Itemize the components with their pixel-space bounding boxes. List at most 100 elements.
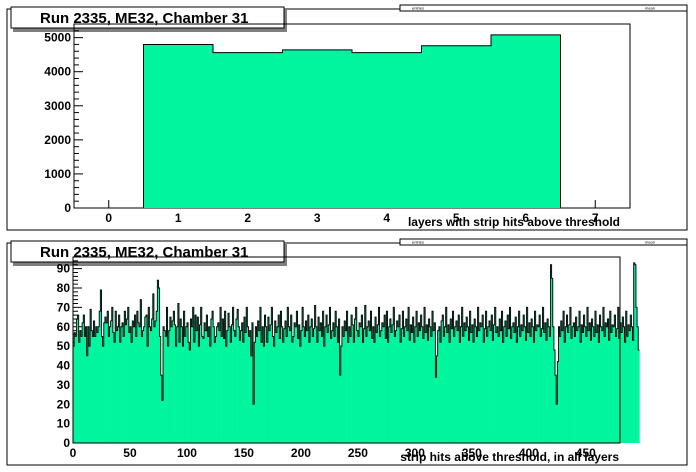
panel-2-bar — [410, 324, 412, 443]
panel-2-bar — [499, 319, 501, 443]
panel-2-bar — [153, 326, 156, 443]
panel-2-bar — [570, 338, 573, 443]
panel-2-bar — [226, 330, 229, 443]
panel-2-bar — [417, 336, 419, 443]
panel-2-bar — [580, 342, 582, 443]
panel-2-bar — [111, 307, 114, 443]
panel-2-bar — [200, 307, 203, 443]
panel-2-bar — [598, 342, 600, 443]
panel-2-bar — [337, 342, 339, 443]
panel-2-bar — [83, 315, 85, 443]
panel-2-bar — [509, 307, 511, 443]
panel-2-bar — [115, 311, 117, 443]
panel-2-bar — [338, 319, 340, 443]
panel-2-bar — [259, 307, 262, 443]
panel-2-bar — [380, 330, 383, 443]
panel-2-bar — [502, 342, 505, 443]
panel-2-bar — [492, 340, 494, 443]
panel-2-bar — [389, 319, 392, 443]
panel-2-y-tick-label: 0 — [63, 436, 70, 450]
panel-2-bar — [429, 326, 432, 443]
panel-2-bar — [279, 338, 281, 443]
panel-2-bar — [425, 332, 427, 443]
panel-2-bar — [605, 322, 607, 443]
panel-2-y-tick-label: 10 — [57, 417, 71, 431]
panel-2-plot-area: 0 10 20 30 40 50 60 70 80 90 0 50 100 150 200 250 300 350… — [57, 256, 640, 460]
panel-2-bar — [193, 342, 196, 443]
panel-2-bar — [426, 324, 428, 443]
panel-2-bar — [559, 336, 562, 443]
panel-2-bar — [475, 326, 477, 443]
panel-2-bar — [102, 346, 105, 443]
panel-2-bar — [161, 400, 164, 443]
panel-2-bar — [353, 342, 355, 443]
panel-2-bar — [355, 307, 358, 443]
panel-2-bar — [622, 317, 624, 443]
panel-2-bar — [323, 346, 326, 443]
panel-2-bar — [459, 342, 461, 443]
panel-2-bar — [166, 307, 168, 443]
panel-2-bar — [593, 336, 596, 443]
panel-2-bar — [553, 350, 556, 443]
panel-2-bar — [369, 330, 371, 443]
panel-2-bar — [373, 342, 376, 443]
panel-2-bar — [359, 322, 361, 443]
panel-2-bar — [147, 346, 149, 443]
panel-2-bar — [421, 326, 424, 443]
panel-2-bar — [331, 330, 334, 443]
panel-2-bar — [343, 336, 345, 443]
panel-2-bar — [216, 326, 219, 443]
panel-1-bar — [352, 52, 422, 208]
panel-2-bar — [501, 311, 503, 443]
panel-2-bar — [620, 322, 622, 443]
panel-2-bar — [150, 330, 152, 443]
panel-2-bar — [584, 326, 587, 443]
panel-2-bar — [484, 328, 486, 443]
panel-2-bar — [137, 322, 140, 443]
panel-2-bar — [625, 311, 628, 443]
panel-2-bar — [452, 311, 454, 443]
panel-2-bar — [221, 336, 223, 443]
panel-2-bar — [420, 315, 423, 443]
panel-2-bar — [319, 330, 321, 443]
panel-2-bar — [516, 342, 518, 443]
panel-2-bar — [468, 340, 470, 443]
panel-2-bar — [507, 315, 509, 443]
panel-2-bar — [109, 326, 111, 443]
panel-2-bar — [281, 326, 283, 443]
panel-2-bar — [239, 340, 241, 443]
panel-2-bar — [589, 322, 591, 443]
panel-2-bar — [347, 342, 350, 443]
panel-2-bar — [158, 288, 160, 443]
panel-2-bar — [325, 315, 328, 443]
panel-2-bar — [403, 336, 405, 443]
panel-2-bar — [582, 332, 584, 443]
panel-2-bar — [164, 330, 166, 443]
panel-2-bar — [156, 311, 158, 443]
panel-2-bar — [551, 278, 554, 443]
panel-2-bar — [616, 328, 619, 443]
panel-2-x-tick-label: 150 — [234, 446, 254, 460]
panel-2-bar — [386, 311, 388, 443]
panel-2-bar — [132, 320, 134, 443]
panel-2-bar — [466, 317, 468, 443]
panel-2-bar — [372, 326, 375, 443]
panel-2-bar — [159, 336, 162, 443]
panel-2-y-tick-label: 50 — [57, 339, 71, 353]
panel-2-bar — [155, 320, 157, 443]
panel-2-bar — [98, 326, 100, 443]
panel-2-bar — [134, 315, 136, 443]
panel-2-x-tick-label: 50 — [123, 446, 137, 460]
panel-2-bar — [360, 326, 362, 443]
panel-2-bar — [352, 324, 354, 443]
panel-2-bar — [457, 330, 459, 443]
panel-2-bar — [183, 311, 185, 443]
panel-2-bar — [495, 332, 498, 443]
panel-2-bar — [599, 315, 601, 443]
panel-2-bar — [467, 326, 469, 443]
panel-2-bar — [296, 311, 298, 443]
panel-2-bar — [104, 317, 107, 443]
panel-2-bar — [592, 326, 595, 443]
panel-2-bar — [188, 342, 190, 443]
panel-2-bar — [500, 330, 502, 443]
